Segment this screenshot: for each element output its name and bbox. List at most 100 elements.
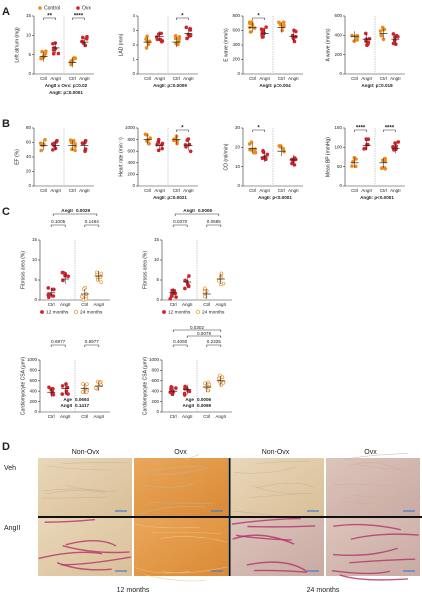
x-label: Ctrl: [249, 188, 256, 193]
stat-note: AngII x Ovx: p=0.02: [45, 83, 88, 88]
y-tick-label: 1000: [125, 125, 136, 130]
y-tick-label: 0: [28, 183, 31, 188]
y-tick-label: 0: [237, 71, 240, 76]
dot: [185, 282, 190, 287]
sig-label: *: [181, 14, 184, 20]
dot: [80, 39, 84, 44]
dot: [185, 138, 190, 142]
y-tick-label: 15: [154, 237, 160, 242]
dot: [293, 157, 298, 162]
dot: [259, 27, 264, 31]
dot: [250, 148, 254, 152]
dot: [50, 287, 55, 292]
y-tick-label: 30: [235, 125, 241, 130]
y-axis-label: Cardiomyocyte CSA (µm²): [142, 357, 148, 416]
micrograph: [38, 458, 132, 516]
dot: [354, 36, 359, 40]
dot: [173, 34, 178, 38]
y-axis-label: CO (ml/min): [223, 143, 229, 170]
dot: [202, 286, 207, 291]
y-tick-label: 600: [151, 378, 159, 383]
sig-bracket: [72, 17, 85, 20]
bracket: [84, 224, 100, 227]
dot: [60, 392, 65, 396]
fiber: [134, 567, 190, 574]
fiber: [151, 531, 221, 535]
legend-dot: [76, 6, 80, 10]
y-tick-label: 400: [127, 160, 135, 165]
dot: [264, 25, 268, 29]
dot: [219, 271, 224, 276]
y-tick-label: 2: [132, 42, 135, 47]
fiber: [236, 534, 292, 541]
x-label: AngII: [361, 188, 372, 193]
p-value: 0.0079: [197, 331, 211, 336]
p-value: 0.0029: [76, 208, 90, 213]
y-tick-label: 5: [156, 277, 159, 282]
dot: [147, 141, 151, 146]
age-label: 24 months: [307, 587, 340, 594]
y-axis-label: Left atrium (mg): [14, 27, 20, 63]
y-tick-label: 800: [151, 368, 159, 373]
dot: [185, 36, 189, 41]
dot: [64, 389, 69, 393]
y-tick-label: 20: [235, 145, 241, 150]
x-label: Ctrl: [170, 414, 177, 419]
p-value: 0.0585: [207, 219, 221, 224]
fiber: [349, 558, 416, 564]
fiber: [38, 551, 103, 560]
y-tick-label: 80: [26, 125, 32, 130]
dot: [278, 21, 283, 26]
y-tick-label: 1000: [149, 357, 160, 362]
dot: [56, 51, 61, 56]
x-label: Ctrl: [380, 188, 387, 193]
y-tick-label: 200: [29, 399, 37, 404]
dot: [216, 376, 221, 381]
dot: [148, 136, 152, 140]
x-label: AngII: [154, 188, 165, 193]
fiber: [160, 536, 227, 543]
stat-value: 0.0069: [197, 403, 211, 408]
fiber: [66, 484, 118, 492]
dot: [50, 148, 55, 152]
dot: [81, 287, 86, 291]
dot: [379, 33, 384, 38]
dot: [252, 150, 256, 155]
fiber: [333, 547, 398, 557]
micrograph: [134, 518, 228, 576]
micrograph: [38, 518, 132, 576]
x-label: AngII: [390, 188, 401, 193]
dot: [293, 29, 298, 34]
fiber: [56, 562, 112, 571]
bracket: [172, 224, 188, 227]
x-label: Ctrl: [278, 188, 285, 193]
fiber: [256, 460, 311, 465]
fiber: [44, 518, 95, 523]
row-label: AngII: [4, 525, 20, 532]
fiber: [354, 495, 421, 498]
y-axis-label: Fibrosis area (%): [20, 251, 26, 289]
dot: [160, 146, 164, 151]
fiber: [251, 492, 313, 498]
stat-value: 0.0693: [75, 397, 89, 402]
stat-name: Age: [63, 397, 72, 402]
y-tick-label: 400: [232, 42, 240, 47]
y-tick-label: 400: [151, 388, 159, 393]
p-value: 0.6977: [51, 339, 65, 344]
sig-bracket: [252, 17, 265, 20]
y-tick-label: 800: [232, 13, 240, 18]
dot: [393, 141, 397, 145]
y-tick-label: 200: [127, 172, 135, 177]
x-label: AngII: [216, 414, 227, 419]
fiber: [344, 453, 409, 460]
fiber: [62, 545, 130, 554]
column-label: Non-Ovx: [262, 449, 290, 456]
fiber: [140, 454, 200, 464]
bracket: [174, 213, 220, 216]
sig-bracket: [176, 17, 189, 20]
sig-label: ****: [74, 14, 84, 20]
x-label: Ctrl: [81, 414, 88, 419]
x-label: Ctrl: [48, 414, 55, 419]
dot: [352, 155, 357, 160]
panel-letter: A: [2, 6, 10, 18]
